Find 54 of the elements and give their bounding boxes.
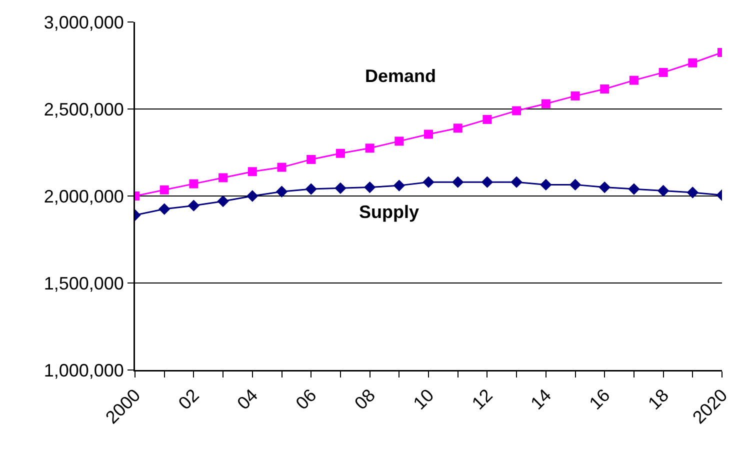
point bbox=[424, 130, 433, 139]
x-tick-label: 06 bbox=[292, 385, 320, 414]
point bbox=[422, 176, 434, 188]
point bbox=[688, 58, 698, 68]
point bbox=[276, 186, 288, 198]
point bbox=[393, 180, 405, 192]
x-tick-label: 02 bbox=[174, 385, 203, 414]
point bbox=[628, 183, 640, 195]
point bbox=[600, 84, 610, 94]
x-tick-label: 04 bbox=[233, 385, 262, 414]
point bbox=[570, 91, 580, 100]
point bbox=[569, 178, 582, 191]
point bbox=[658, 68, 668, 77]
point bbox=[481, 176, 494, 188]
y-tick-label: 1,500,000 bbox=[44, 273, 124, 294]
point bbox=[482, 114, 492, 124]
point bbox=[158, 203, 170, 215]
y-tick-label: 2,500,000 bbox=[44, 99, 124, 120]
point bbox=[277, 162, 286, 172]
y-tick-label: 3,000,000 bbox=[44, 12, 124, 32]
point bbox=[306, 154, 316, 164]
point bbox=[189, 179, 198, 188]
point bbox=[657, 184, 670, 197]
point bbox=[453, 124, 462, 133]
series-label: Supply bbox=[359, 202, 420, 222]
point bbox=[160, 185, 169, 194]
point bbox=[452, 176, 464, 188]
point bbox=[629, 76, 638, 85]
point bbox=[510, 176, 522, 188]
x-tick-label: 08 bbox=[350, 385, 379, 414]
point bbox=[188, 200, 200, 212]
point bbox=[364, 181, 376, 194]
point bbox=[686, 186, 698, 198]
point bbox=[305, 183, 317, 195]
point bbox=[334, 182, 346, 194]
x-tick-label: 18 bbox=[644, 385, 672, 414]
point bbox=[218, 173, 228, 182]
point bbox=[541, 99, 550, 108]
x-tick-label: 16 bbox=[585, 385, 614, 414]
y-tick-label: 2,000,000 bbox=[44, 186, 124, 206]
point bbox=[394, 136, 404, 146]
point bbox=[217, 195, 229, 208]
x-tick-label: 12 bbox=[468, 385, 496, 414]
x-tick-label: 10 bbox=[409, 385, 438, 414]
x-tick-label: 14 bbox=[526, 385, 556, 414]
point bbox=[246, 190, 258, 202]
y-tick-label: 1,000,000 bbox=[44, 360, 124, 380]
text: Demand bbox=[365, 66, 436, 86]
point bbox=[336, 148, 345, 158]
point bbox=[365, 144, 374, 153]
point bbox=[248, 167, 257, 176]
point bbox=[512, 106, 522, 116]
point bbox=[598, 181, 610, 194]
point bbox=[540, 178, 552, 191]
